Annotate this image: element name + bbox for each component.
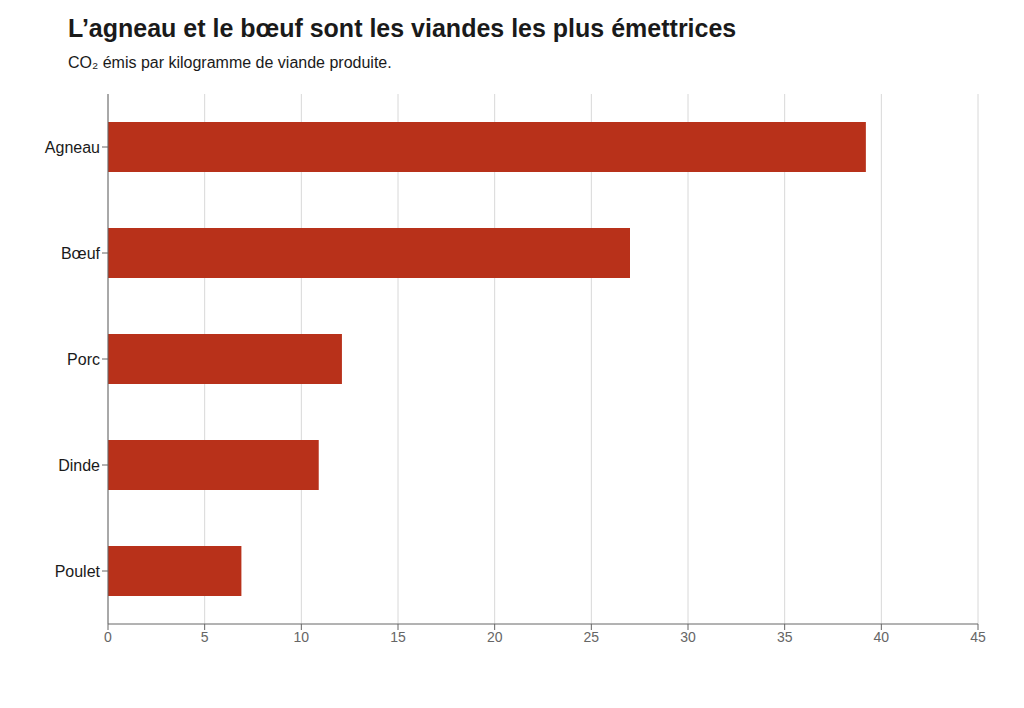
svg-text:25: 25 bbox=[584, 629, 600, 645]
svg-text:Bœuf: Bœuf bbox=[61, 245, 101, 262]
svg-text:40: 40 bbox=[874, 629, 890, 645]
html-text:L’agneau et le bœuf sont les v: L’agneau et le bœuf sont les viandes les… bbox=[68, 14, 737, 42]
svg-text:Agneau: Agneau bbox=[45, 139, 100, 156]
svg-text:15: 15 bbox=[390, 629, 406, 645]
svg-text:35: 35 bbox=[777, 629, 793, 645]
svg-text:20: 20 bbox=[487, 629, 503, 645]
svg-text:0: 0 bbox=[104, 629, 112, 645]
svg-text:Dinde: Dinde bbox=[58, 457, 100, 474]
svg-text:Porc: Porc bbox=[67, 351, 100, 368]
svg-text:10: 10 bbox=[294, 629, 310, 645]
html-text:CO₂ émis par kilogramme de via: CO₂ émis par kilogramme de viande produi… bbox=[68, 54, 392, 71]
svg-text:Poulet: Poulet bbox=[55, 563, 101, 580]
svg-text:30: 30 bbox=[680, 629, 696, 645]
svg-text:45: 45 bbox=[970, 629, 986, 645]
svg-text:5: 5 bbox=[201, 629, 209, 645]
